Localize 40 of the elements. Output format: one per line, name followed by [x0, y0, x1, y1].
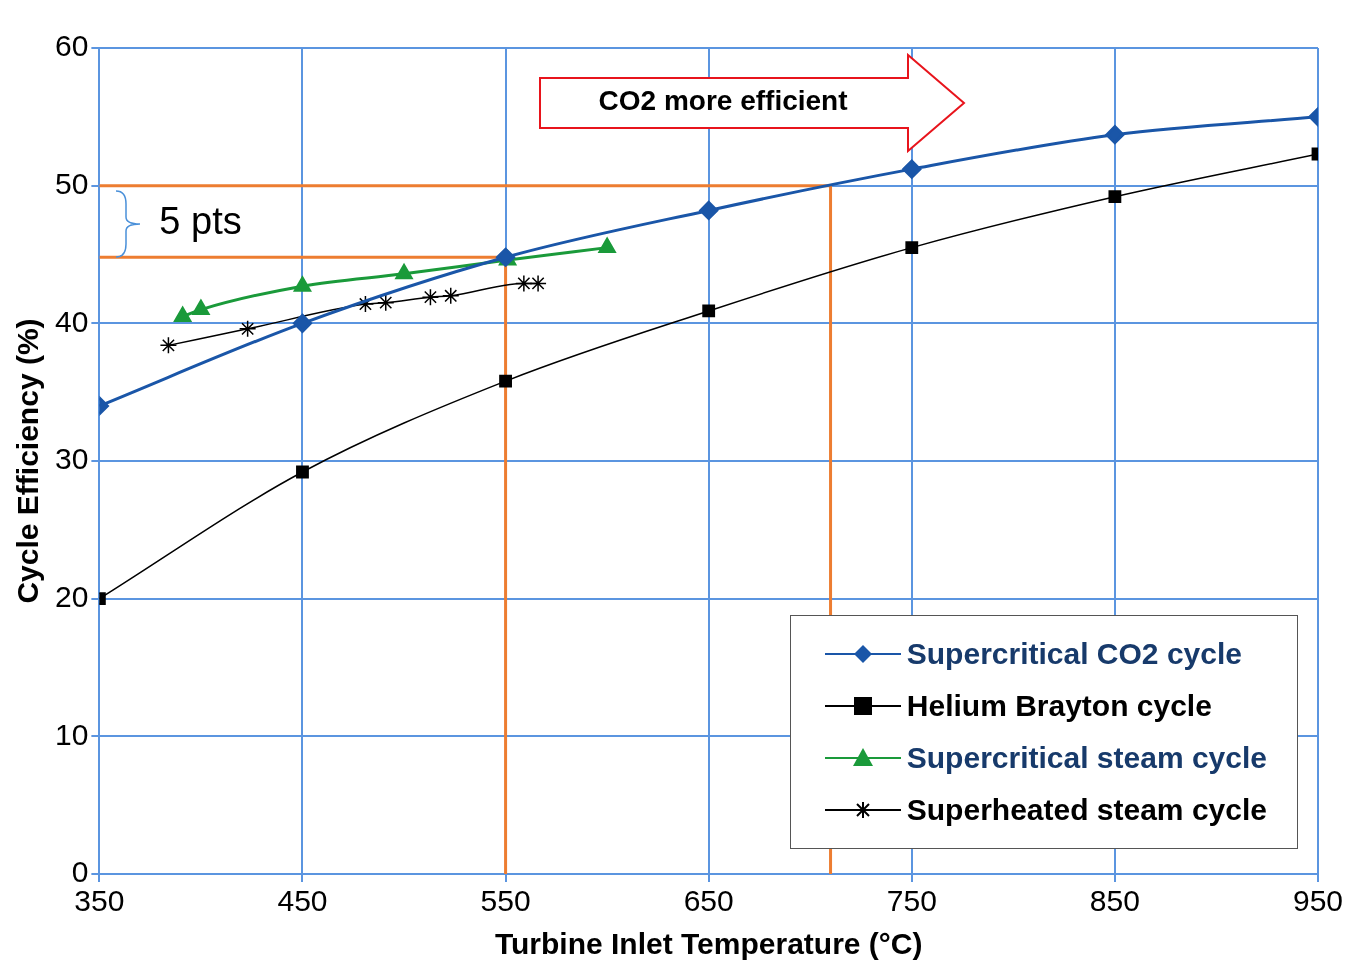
legend-label: Superheated steam cycle	[906, 793, 1267, 827]
legend-label: Supercritical CO2 cycle	[906, 637, 1242, 671]
point	[905, 241, 919, 255]
point	[499, 374, 512, 388]
point	[515, 274, 533, 293]
point	[598, 238, 616, 254]
point	[238, 320, 257, 338]
x-tick-label: 850	[1089, 884, 1140, 918]
y-tick-label: 40	[54, 304, 89, 338]
x-tick-label: 950	[1292, 884, 1344, 918]
y-tick-label: 60	[54, 29, 89, 63]
x-tick-label: 550	[480, 884, 531, 918]
annotation: 5 pts	[159, 200, 242, 243]
point	[702, 304, 716, 318]
legend-label: Helium Brayton cycle	[906, 689, 1212, 723]
x-tick-label: 750	[886, 884, 937, 918]
point	[292, 313, 312, 333]
y-axis-title: Cycle Efficiency (%)	[11, 318, 45, 604]
point	[441, 287, 460, 305]
x-tick-label: 650	[683, 884, 734, 918]
point	[377, 293, 395, 312]
y-tick-label: 30	[54, 442, 89, 476]
point	[296, 465, 309, 479]
point	[1108, 190, 1122, 204]
annotation: CO2 more efficient	[597, 85, 849, 117]
point	[192, 300, 210, 316]
y-tick-label: 20	[54, 579, 89, 613]
point	[421, 288, 440, 306]
point	[1105, 125, 1125, 145]
x-tick-label: 450	[277, 884, 328, 918]
y-tick-label: 50	[54, 166, 89, 200]
y-tick-label: 10	[54, 717, 89, 751]
point	[902, 159, 922, 179]
point	[699, 200, 719, 220]
point	[159, 336, 178, 355]
point	[395, 264, 413, 280]
point	[529, 274, 547, 293]
x-axis-title: Turbine Inlet Temperature (°C)	[494, 927, 923, 961]
legend-label: Supercritical steam cycle	[906, 741, 1267, 775]
point	[294, 276, 311, 292]
